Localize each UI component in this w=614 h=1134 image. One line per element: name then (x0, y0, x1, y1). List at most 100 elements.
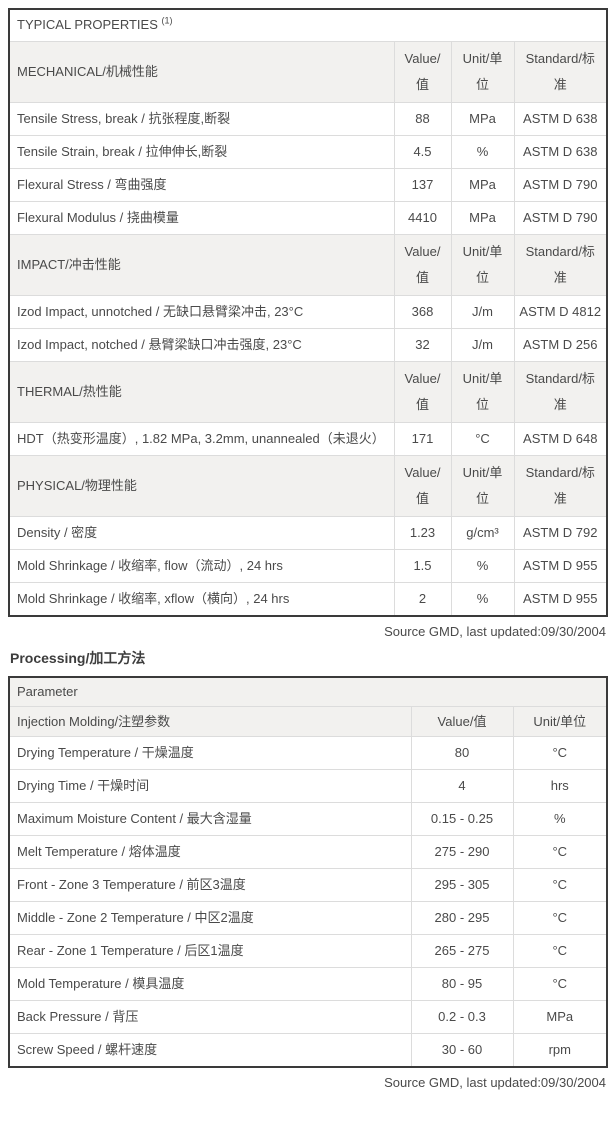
value-cell: 137 (393, 167, 452, 202)
unit-header-en: Unit/单 (462, 50, 503, 66)
value-cell: 4410 (393, 200, 452, 235)
unit-cell: °C (512, 835, 608, 869)
typical-properties-table: TYPICAL PROPERTIES (1) MECHANICAL/机械性能 V… (8, 8, 608, 617)
property-cell: Mold Shrinkage / 收缩率, flow（流动）, 24 hrs (8, 548, 395, 583)
unit-cell: °C (512, 901, 608, 935)
unit-column-header: Unit/单位 (450, 40, 515, 103)
value-cell: 368 (393, 294, 452, 329)
standard-cell: ASTM D 648 (513, 421, 608, 456)
standard-cell: ASTM D 955 (513, 548, 608, 583)
table-title: TYPICAL PROPERTIES (17, 17, 158, 33)
value-column-header: Value/值 (410, 706, 514, 737)
unit-cell: °C (512, 736, 608, 770)
parameter-cell: Rear - Zone 1 Temperature / 后区1温度 (8, 934, 412, 968)
table-row: Flexural Modulus / 挠曲模量 4410 MPa ASTM D … (8, 200, 608, 235)
group-label-cell: Injection Molding/注塑参数 (8, 706, 412, 737)
table-row: Mold Shrinkage / 收缩率, xflow（横向）, 24 hrs … (8, 581, 608, 616)
standard-cell: ASTM D 638 (513, 101, 608, 136)
value-header-zh: 值 (415, 269, 429, 285)
value-column-header: Value/值 (393, 454, 452, 517)
unit-column-header: Unit/单位 (450, 454, 515, 517)
value-cell: 4 (410, 769, 514, 803)
processing-heading: Processing/加工方法 (10, 649, 146, 666)
source-note: Source GMD, last updated:09/30/2004 (384, 623, 606, 639)
unit-header-en: Unit/单 (462, 370, 503, 386)
section-name-cell: PHYSICAL/物理性能 (8, 454, 395, 517)
value-cell: 88 (393, 101, 452, 136)
value-cell: 32 (393, 327, 452, 362)
parameter-cell: Back Pressure / 背压 (8, 1000, 412, 1034)
unit-cell: MPa (450, 101, 515, 136)
property-cell: Izod Impact, unnotched / 无缺口悬臂梁冲击, 23°C (8, 294, 395, 329)
unit-cell: % (450, 134, 515, 169)
standard-column-header: Standard/标准 (513, 40, 608, 103)
standard-header-zh: 准 (553, 490, 567, 506)
table-row: Izod Impact, notched / 悬臂梁缺口冲击强度, 23°C 3… (8, 327, 608, 362)
parameter-cell: Drying Time / 干燥时间 (8, 769, 412, 803)
unit-cell: g/cm³ (450, 515, 515, 550)
value-cell: 1.23 (393, 515, 452, 550)
unit-header-zh: 位 (475, 269, 489, 285)
property-cell: Tensile Strain, break / 拉伸伸长,断裂 (8, 134, 395, 169)
table-row: Tensile Stress, break / 抗张程度,断裂 88 MPa A… (8, 101, 608, 136)
parameter-cell: Mold Temperature / 模具温度 (8, 967, 412, 1001)
unit-cell: MPa (450, 167, 515, 202)
table-row: Back Pressure / 背压 0.2 - 0.3 MPa (8, 1000, 608, 1034)
unit-column-header: Unit/单位 (512, 706, 608, 737)
parameter-cell: Front - Zone 3 Temperature / 前区3温度 (8, 868, 412, 902)
section-header-impact: IMPACT/冲击性能 Value/值 Unit/单位 Standard/标准 (8, 233, 608, 296)
property-cell: Izod Impact, notched / 悬臂梁缺口冲击强度, 23°C (8, 327, 395, 362)
unit-column-header: Unit/单位 (450, 233, 515, 296)
table-row: Middle - Zone 2 Temperature / 中区2温度 280 … (8, 901, 608, 935)
standard-header-zh: 准 (553, 76, 567, 92)
unit-cell: °C (512, 967, 608, 1001)
table-row: Flexural Stress / 弯曲强度 137 MPa ASTM D 79… (8, 167, 608, 202)
property-cell: Flexural Stress / 弯曲强度 (8, 167, 395, 202)
parameter-cell: Maximum Moisture Content / 最大含湿量 (8, 802, 412, 836)
parameter-cell: Screw Speed / 螺杆速度 (8, 1033, 412, 1068)
value-cell: 1.5 (393, 548, 452, 583)
value-header-zh: 值 (415, 490, 429, 506)
standard-cell: ASTM D 790 (513, 200, 608, 235)
property-cell: Tensile Stress, break / 抗张程度,断裂 (8, 101, 395, 136)
standard-header-en: Standard/标 (525, 243, 595, 259)
standard-header-zh: 准 (553, 396, 567, 412)
value-cell: 265 - 275 (410, 934, 514, 968)
value-cell: 2 (393, 581, 452, 616)
parameter-cell: Drying Temperature / 干燥温度 (8, 736, 412, 770)
table-title-footnote: (1) (161, 15, 173, 26)
injection-molding-header-row: Injection Molding/注塑参数 Value/值 Unit/单位 (8, 706, 608, 737)
table-row: Mold Shrinkage / 收缩率, flow（流动）, 24 hrs 1… (8, 548, 608, 583)
standard-header-zh: 准 (553, 269, 567, 285)
table-row: Rear - Zone 1 Temperature / 后区1温度 265 - … (8, 934, 608, 968)
value-header-en: Value/ (404, 50, 441, 66)
standard-cell: ASTM D 792 (513, 515, 608, 550)
unit-header-en: Unit/单 (462, 243, 503, 259)
standard-header-en: Standard/标 (525, 370, 595, 386)
value-cell: 295 - 305 (410, 868, 514, 902)
section-name-cell: THERMAL/热性能 (8, 360, 395, 423)
section-name-cell: MECHANICAL/机械性能 (8, 40, 395, 103)
value-cell: 280 - 295 (410, 901, 514, 935)
standard-cell: ASTM D 638 (513, 134, 608, 169)
processing-table: Parameter Injection Molding/注塑参数 Value/值… (8, 675, 609, 1068)
table-row: Melt Temperature / 熔体温度 275 - 290 °C (8, 835, 608, 869)
value-cell: 0.15 - 0.25 (410, 802, 514, 836)
value-column-header: Value/值 (393, 360, 452, 423)
table-row: Drying Temperature / 干燥温度 80 °C (8, 736, 608, 770)
value-header-zh: 值 (415, 396, 429, 412)
value-cell: 30 - 60 (410, 1033, 514, 1068)
value-cell: 0.2 - 0.3 (410, 1000, 514, 1034)
property-cell: Mold Shrinkage / 收缩率, xflow（横向）, 24 hrs (8, 581, 395, 616)
value-cell: 275 - 290 (410, 835, 514, 869)
value-header-en: Value/ (404, 243, 441, 259)
value-cell: 80 - 95 (410, 967, 514, 1001)
property-cell: Flexural Modulus / 挠曲模量 (8, 200, 395, 235)
value-cell: 171 (393, 421, 452, 456)
parameter-header-row: Parameter (8, 676, 608, 707)
unit-header-zh: 位 (475, 76, 489, 92)
standard-cell: ASTM D 790 (513, 167, 608, 202)
table-row: Maximum Moisture Content / 最大含湿量 0.15 - … (8, 802, 608, 836)
unit-cell: MPa (512, 1000, 608, 1034)
value-column-header: Value/值 (393, 233, 452, 296)
